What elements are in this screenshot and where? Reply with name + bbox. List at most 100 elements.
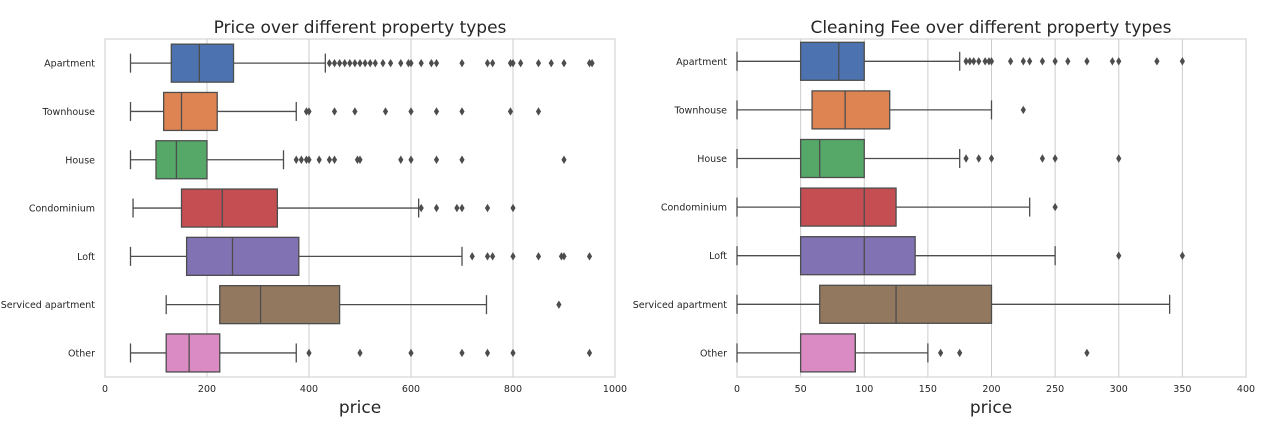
outlier-point [507, 107, 514, 116]
outlier-point [1154, 57, 1160, 66]
outlier-point [1052, 57, 1058, 66]
box [180, 188, 279, 228]
outlier-point [418, 203, 424, 213]
outlier-point [347, 58, 353, 68]
outlier-point [433, 155, 440, 164]
category-label: Apartment [676, 57, 727, 68]
outlier-point [957, 348, 963, 358]
outlier-point [510, 252, 516, 261]
outlier-point [1052, 154, 1058, 163]
outlier-point [535, 58, 542, 68]
outlier-point [490, 252, 496, 261]
x-axis-ticks: 0 50 100 150 200 250 300 350 400 [734, 384, 1255, 395]
box [165, 333, 221, 373]
box [799, 41, 865, 81]
price-boxplot: 0 200 400 600 800 1000 Apartment Townhouse House… [1, 18, 627, 418]
x-axis-ticks: 0 200 400 600 800 1000 [102, 384, 627, 395]
outlier-point [510, 348, 516, 358]
outlier-point [1084, 57, 1090, 66]
outlier-point [1116, 154, 1122, 163]
outlier-point [938, 348, 944, 358]
outlier-point [331, 58, 338, 68]
outlier-point [398, 155, 404, 164]
x-tick-label: 100 [855, 384, 873, 395]
outlier-point [1027, 57, 1033, 66]
category-label: Townhouse [674, 105, 728, 116]
category-label: Serviced apartment [633, 300, 728, 311]
outlier-point [1179, 57, 1185, 66]
outlier-point [982, 57, 988, 66]
box-townhouse [736, 90, 1026, 130]
x-tick-label: 200 [982, 384, 1000, 395]
box-other [736, 333, 1090, 373]
x-tick-label: 0 [102, 384, 108, 395]
x-tick-label: 300 [1110, 384, 1128, 395]
box [219, 284, 341, 325]
category-label: Serviced apartment [1, 300, 96, 311]
outlier-point [398, 58, 404, 68]
category-label: Loft [709, 251, 727, 262]
box [799, 236, 916, 276]
outlier-point [357, 155, 363, 164]
outlier-point [382, 107, 389, 116]
outlier-point [316, 155, 322, 164]
outlier-point [306, 155, 312, 164]
outlier-point [484, 58, 491, 68]
outlier-point [342, 58, 348, 68]
category-label: House [697, 154, 727, 165]
outlier-point [976, 57, 982, 66]
y-axis-categories: Apartment Townhouse House Condominium Loft Se… [1, 59, 96, 360]
outlier-point [352, 107, 358, 116]
outlier-point [357, 58, 363, 68]
outlier-point [433, 107, 440, 116]
outlier-point [1007, 57, 1014, 66]
outlier-point [459, 155, 465, 164]
outlier-point [518, 58, 524, 68]
box-serviced-apartment [165, 284, 562, 325]
box [170, 43, 235, 83]
outlier-point [357, 348, 363, 358]
outlier-point [306, 107, 312, 116]
outlier-point [1116, 57, 1122, 66]
outlier-point [408, 58, 414, 68]
outlier-point [988, 57, 995, 66]
outlier-point [586, 252, 593, 261]
x-tick-label: 250 [1046, 384, 1064, 395]
outlier-point [556, 300, 562, 309]
outlier-point [352, 58, 358, 68]
outlier-point [331, 155, 338, 164]
chart-title: Price over different property types [214, 18, 507, 38]
category-label: Townhouse [42, 107, 96, 118]
outlier-point [1065, 57, 1071, 66]
outlier-point [484, 252, 491, 261]
chart-title: Cleaning Fee over different property typ… [810, 18, 1171, 38]
outlier-point [380, 58, 386, 68]
outlier-point [510, 58, 516, 68]
category-label: Condominium [661, 203, 727, 214]
outlier-point [1116, 251, 1122, 260]
plot-frame [104, 38, 616, 378]
outlier-point [561, 58, 567, 68]
outlier-point [306, 348, 312, 358]
outlier-point [408, 107, 414, 116]
outlier-point [459, 203, 465, 213]
x-tick-label: 400 [1237, 384, 1255, 395]
box [811, 90, 891, 130]
box-loft [736, 236, 1185, 276]
outlier-point [963, 154, 969, 163]
outlier-point [561, 252, 567, 261]
outlier-point [561, 155, 567, 164]
outlier-point [469, 252, 475, 261]
outlier-point [976, 154, 982, 163]
box [799, 333, 856, 373]
box-house [129, 140, 567, 180]
outlier-point [408, 155, 414, 164]
outlier-point [293, 155, 299, 164]
outlier-point [337, 58, 343, 68]
x-tick-label: 150 [919, 384, 937, 395]
category-label: House [65, 155, 95, 166]
outlier-point [490, 58, 496, 68]
outlier-point [535, 252, 542, 261]
box [185, 236, 300, 277]
